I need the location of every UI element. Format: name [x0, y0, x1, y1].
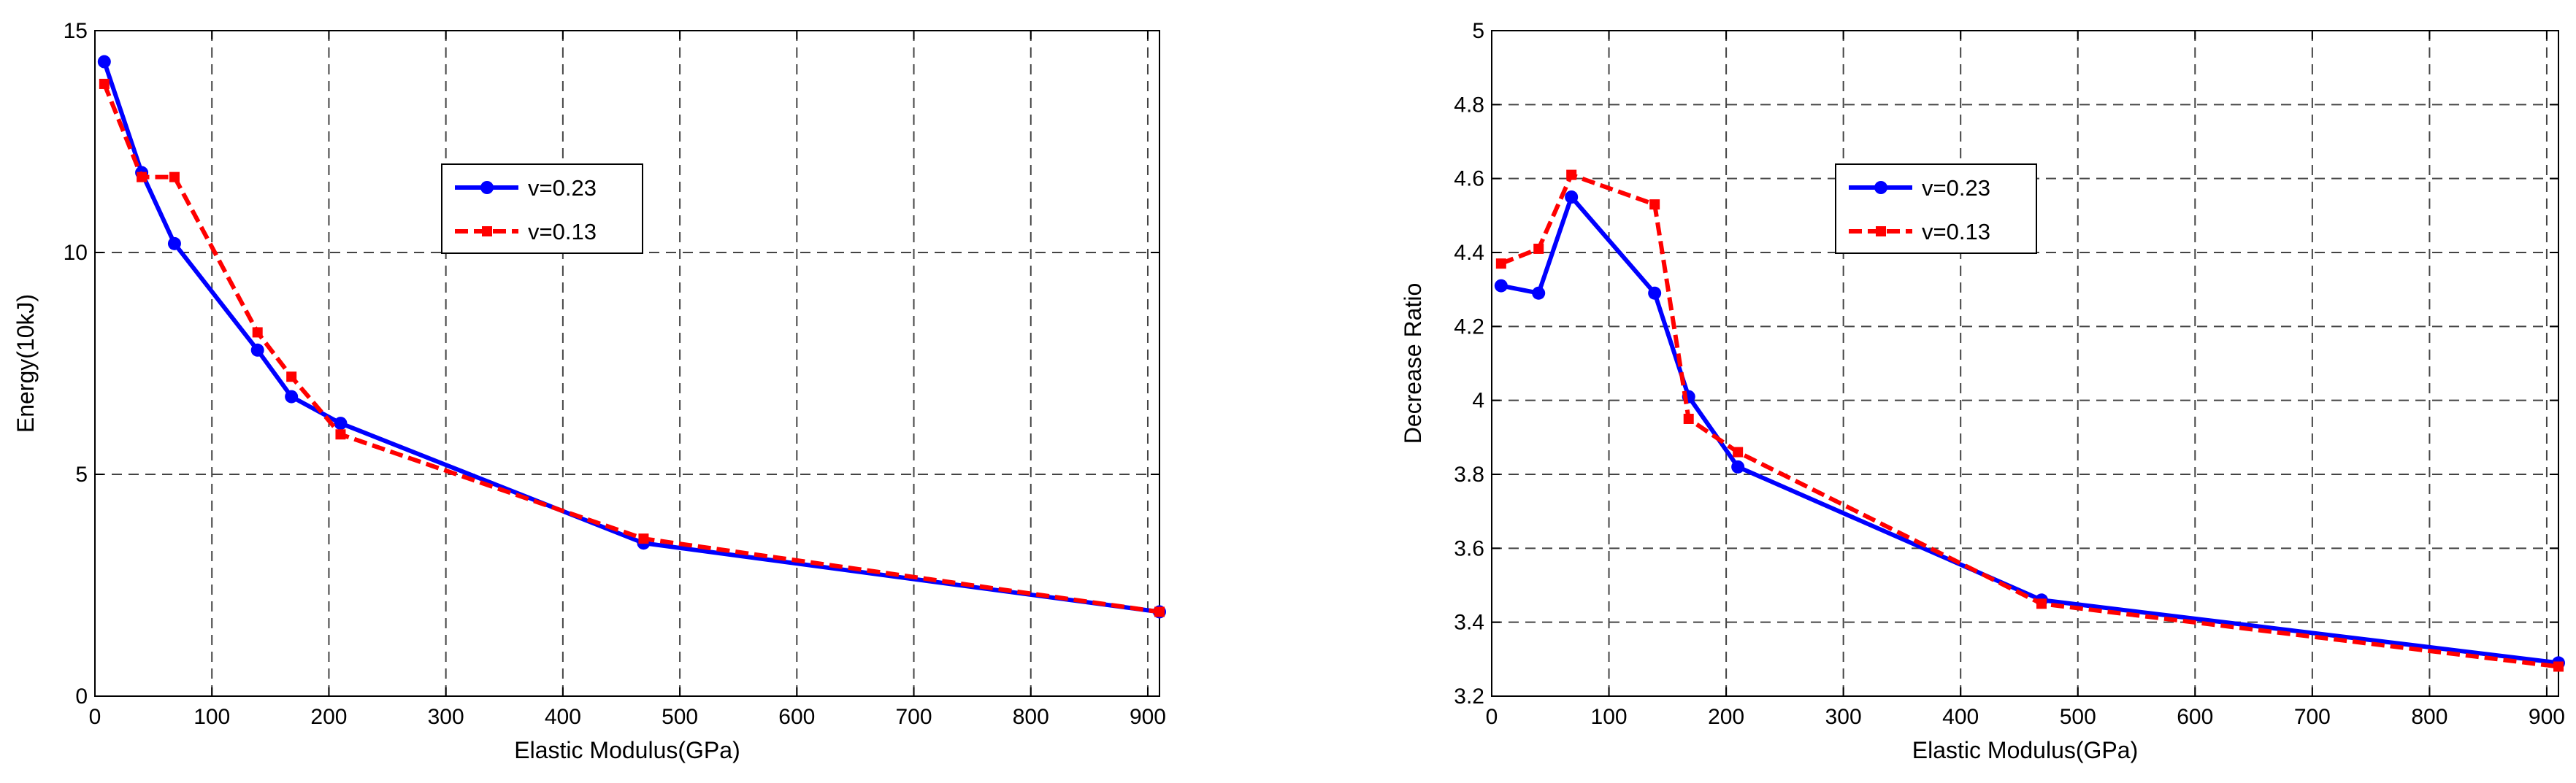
chart-1-axes-frame — [1491, 30, 2559, 697]
chart-1-y-tick-label: 4 — [1472, 389, 1484, 413]
chart-1-grid — [1492, 31, 2558, 696]
chart-1-y-tick-label: 4.4 — [1454, 241, 1484, 265]
chart-0-x-tick-label: 800 — [1013, 705, 1049, 729]
chart-1-x-tick-label: 600 — [2177, 705, 2213, 729]
chart-0-legend-label: v=0.13 — [528, 219, 597, 244]
chart-0-x-tick-label: 900 — [1130, 705, 1166, 729]
chart-1-x-tick-label: 300 — [1825, 705, 1862, 729]
chart-1-y-tick-label: 3.4 — [1454, 611, 1484, 635]
chart-0-data-point — [99, 78, 110, 89]
chart-0-axes-frame — [94, 30, 1160, 697]
chart-1-legend-marker — [1874, 181, 1887, 194]
chart-1-x-axis-label: Elastic Modulus(GPa) — [1912, 737, 2138, 763]
chart-0-data-point — [167, 236, 181, 250]
chart-1-legend-marker — [1876, 226, 1886, 236]
chart-0-series-line-v013 — [102, 82, 1160, 614]
chart-1-y-tick-label: 3.6 — [1454, 536, 1484, 560]
chart-1-x-tick-label: 400 — [1942, 705, 1979, 729]
chart-1-x-tick-label: 500 — [2060, 705, 2096, 729]
chart-1-y-tick-label: 3.8 — [1454, 463, 1484, 487]
chart-1-x-tick-label: 800 — [2411, 705, 2447, 729]
chart-1-data-point — [1733, 447, 1744, 458]
chart-0-legend-marker — [480, 181, 494, 194]
chart-0-data-point — [1154, 606, 1165, 617]
chart-1-data-point — [2036, 598, 2047, 609]
chart-1-y-tick-label: 3.2 — [1454, 684, 1484, 709]
chart-1-data-point — [1495, 258, 1506, 269]
chart-0-data-point — [97, 55, 111, 69]
decrease-ratio-chart: 0 100 200 300 400 500 600 700 800 900 3.2 3.4 3.6 3.8… — [1400, 19, 2565, 763]
chart-1-y-tick-label: 4.2 — [1454, 315, 1484, 339]
chart-0-legend-label: v=0.23 — [528, 175, 597, 201]
chart-0-data-point — [286, 371, 297, 382]
chart-0-series-1 — [99, 78, 1165, 617]
chart-0-data-point — [334, 417, 348, 431]
chart-1-series-line-v013 — [1500, 172, 2559, 669]
chart-0-x-tick-label: 200 — [310, 705, 347, 729]
chart-0-x-tick-label: 300 — [428, 705, 464, 729]
chart-0-plot-area — [95, 31, 1159, 696]
chart-1-x-tick-label: 200 — [1708, 705, 1744, 729]
energy-chart: 0 100 200 300 400 500 600 700 800 900 0 5 10 15 Elasti… — [12, 19, 1166, 763]
chart-1-legend-label: v=0.23 — [1922, 175, 1990, 201]
chart-0-x-tick-label: 100 — [193, 705, 230, 729]
chart-1-data-point — [1494, 279, 1508, 293]
chart-0-y-tick-label: 15 — [64, 19, 88, 43]
chart-1-x-tick-label: 900 — [2529, 705, 2565, 729]
chart-1-y-tick-label: 5 — [1472, 19, 1484, 43]
chart-1-legend-label: v=0.13 — [1922, 219, 1990, 244]
chart-0-x-tick-label: 600 — [778, 705, 815, 729]
chart-0-y-tick-label: 0 — [75, 684, 88, 709]
chart-1-data-point — [2553, 661, 2564, 672]
chart-0-x-tick-label: 700 — [896, 705, 932, 729]
chart-1-y-tick-label: 4.6 — [1454, 167, 1484, 191]
chart-1-data-point — [1532, 286, 1546, 300]
chart-1-data-point — [1565, 190, 1579, 204]
chart-0-x-axis-label: Elastic Modulus(GPa) — [514, 737, 740, 763]
chart-0-data-point — [335, 429, 346, 440]
chart-1-data-point — [1649, 199, 1660, 210]
chart-1-data-point — [1533, 243, 1544, 254]
chart-0-data-point — [169, 171, 180, 182]
chart-0-data-point — [638, 533, 649, 544]
chart-1-data-point — [1648, 286, 1662, 300]
chart-0-y-tick-label: 5 — [75, 463, 88, 487]
chart-0-grid — [95, 31, 1159, 696]
chart-1-data-point — [1566, 169, 1577, 180]
chart-1-y-axis-label: Decrease Ratio — [1400, 283, 1426, 444]
chart-1-data-point — [1683, 414, 1694, 424]
chart-1-series-1 — [1495, 169, 2564, 672]
chart-1-x-tick-label: 100 — [1591, 705, 1628, 729]
chart-0-data-point — [250, 343, 264, 357]
decrease-ratio-chart-panel: 0 100 200 300 400 500 600 700 800 900 3.2 3.4 3.6 3.8… — [1288, 0, 2576, 783]
chart-0-x-tick-label: 0 — [89, 705, 101, 729]
chart-0-x-tick-label: 400 — [545, 705, 581, 729]
chart-0-y-tick-label: 10 — [64, 241, 88, 265]
chart-1-legend: v=0.23 v=0.13 — [1835, 163, 2037, 254]
chart-1-data-point — [1731, 460, 1745, 474]
chart-1-x-tick-label: 0 — [1486, 705, 1498, 729]
chart-0-legend-marker — [482, 226, 492, 236]
energy-chart-panel: 0 100 200 300 400 500 600 700 800 900 0 5 10 15 Elasti… — [12, 19, 1166, 763]
chart-0-y-axis-label: Energy(10kJ) — [12, 294, 39, 433]
chart-0-data-point — [137, 171, 147, 182]
chart-0-data-point — [285, 390, 299, 404]
chart-1-x-tick-label: 700 — [2294, 705, 2331, 729]
chart-0-data-point — [252, 327, 263, 338]
chart-0-legend-box — [441, 163, 643, 254]
chart-0-legend: v=0.23 v=0.13 — [441, 163, 643, 254]
chart-1-plot-area — [1492, 31, 2558, 696]
chart-0-x-tick-label: 500 — [662, 705, 698, 729]
chart-1-legend-box — [1835, 163, 2037, 254]
chart-1-y-tick-label: 4.8 — [1454, 93, 1484, 117]
